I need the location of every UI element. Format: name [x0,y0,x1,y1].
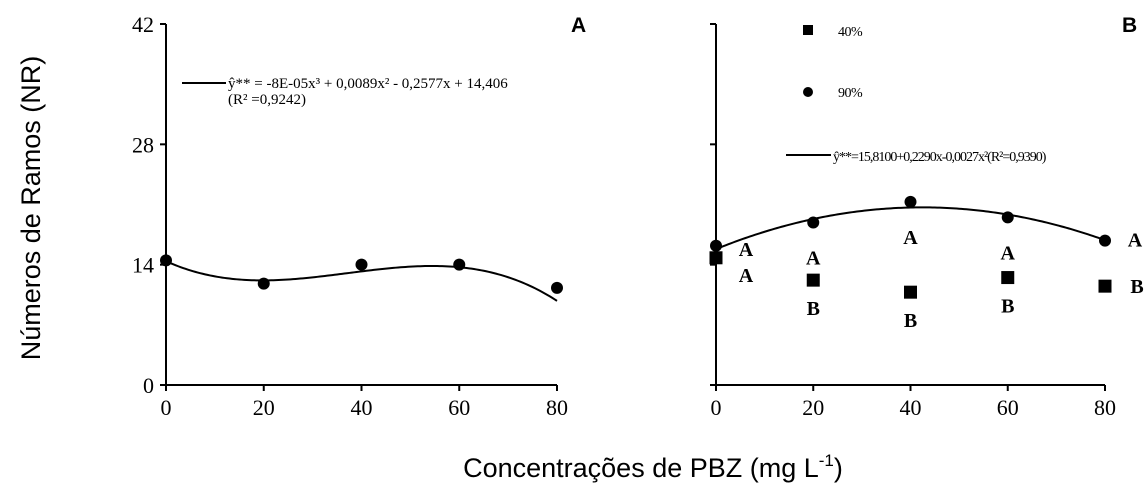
y-tick-label: 28 [132,132,154,157]
y-tick-label: 42 [132,12,154,37]
panel-a-legend: ŷ** = -8E-05x³ + 0,0089x² - 0,2577x + 14… [182,76,508,108]
x-axis-label-main: Concentrações de PBZ (mg L [463,453,819,483]
panel-b-axes: 0 20 40 60 80 [710,23,1116,420]
x-axis-label-superscript: -1 [819,451,834,470]
data-point-square [904,285,917,299]
panel-a-legend-equation: ŷ** = -8E-05x³ + 0,0089x² - 0,2577x + 14… [228,76,508,92]
x-axis-label: Concentrações de PBZ (mg L-1) [463,451,843,483]
data-point-square [1001,271,1015,285]
x-tick-label: 0 [161,395,172,420]
panel-a-fit-curve [165,260,558,302]
significance-letter: B [904,310,917,332]
significance-letter: A [1128,230,1143,252]
x-tick-label: 0 [711,395,722,420]
x-tick-label: 60 [448,395,470,420]
legend-square-marker [803,25,813,35]
legend-series-90: 90% [838,86,863,101]
data-point-circle [1001,211,1014,224]
significance-letter: B [1001,296,1014,318]
data-point-circle [1099,234,1111,247]
significance-letter: A [903,227,918,249]
data-point-circle [160,254,172,267]
y-tick-label: 14 [132,253,154,278]
fit-curve [165,260,558,302]
x-axis-label-close: ) [834,453,843,483]
panel-a: 0 20 40 60 80 0 14 28 42 A ŷ** = -8E-05x³ + 0,00… [132,12,586,420]
data-point-circle [551,281,563,294]
legend-series-40: 40% [838,25,863,40]
x-tick-label: 80 [1094,395,1116,420]
data-point-square [709,251,723,265]
data-point-circle [257,277,270,290]
y-axis-label: Números de Ramos (NR) [16,56,46,361]
data-point-circle [710,239,722,252]
legend-circle-marker [803,87,813,97]
x-tick-label: 60 [997,395,1019,420]
data-point-square [1098,279,1112,293]
significance-letter: A [739,265,754,287]
significance-letter: A [1001,242,1016,264]
significance-letter: B [807,298,820,320]
panel-a-letter: A [571,14,586,37]
data-point-circle [904,195,917,208]
panel-b-legend: 40% 90% ŷ**=15,8100+0,2290x-0,0027x²(R²=… [786,25,1048,165]
data-point-square [806,273,820,287]
significance-letter: B [1130,276,1143,298]
x-tick-label: 20 [802,395,824,420]
panel-a-axes: 0 20 40 60 80 0 14 28 42 [132,12,568,420]
x-tick-label: 80 [546,395,568,420]
x-tick-label: 40 [900,395,922,420]
panel-b-letter: B [1122,14,1137,37]
data-point-circle [453,258,466,271]
y-tick-label: 0 [143,373,154,398]
panel-a-points [160,254,563,294]
data-point-circle [807,216,820,229]
x-tick-label: 40 [351,395,373,420]
data-point-circle [355,258,368,271]
x-tick-label: 20 [253,395,275,420]
significance-letter: A [739,239,754,261]
significance-letter: A [806,248,821,270]
panel-b-legend-equation: ŷ**=15,8100+0,2290x-0,0027x²(R²=0,9390) [833,150,1047,165]
panel-a-legend-r2: (R² =0,9242) [228,92,306,108]
